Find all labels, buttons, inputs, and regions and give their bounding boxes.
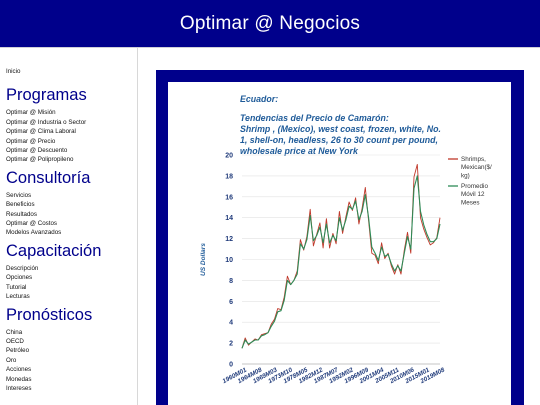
series-line-2 bbox=[241, 175, 441, 349]
y-tick-label: 14 bbox=[225, 215, 233, 222]
nav-link-tutorial[interactable]: Tutorial bbox=[6, 283, 27, 291]
y-tick-label: 4 bbox=[229, 320, 233, 327]
section-heading-capacitacion: Capacitación bbox=[6, 241, 102, 260]
nav-link-beneficios[interactable]: Beneficios bbox=[6, 201, 35, 209]
nav-link-costos[interactable]: Optimar @ Costos bbox=[6, 220, 57, 228]
nav-link-resultados[interactable]: Resultados bbox=[6, 210, 37, 218]
y-tick-label: 12 bbox=[225, 236, 233, 243]
legend-label-1: Mexican($/ bbox=[461, 164, 492, 171]
legend-label-2: Promedio bbox=[461, 183, 488, 190]
header-divider bbox=[0, 47, 540, 48]
chart-panel: Ecuador: Tendencias del Precio de Camaró… bbox=[168, 82, 511, 405]
nav-link-petroleo[interactable]: Petróleo bbox=[6, 347, 30, 355]
chart-title-line-4: wholesale price at New York bbox=[240, 146, 358, 156]
y-tick-label: 20 bbox=[225, 153, 233, 160]
nav-link-descuento[interactable]: Optimar @ Descuento bbox=[6, 147, 68, 155]
nav-link-china[interactable]: China bbox=[6, 328, 23, 336]
y-tick-label: 10 bbox=[225, 257, 233, 264]
section-heading-programas: Programas bbox=[6, 86, 87, 105]
nav-link-descripcion[interactable]: Descripción bbox=[6, 264, 39, 272]
site-title[interactable]: Optimar @ Negocios bbox=[179, 12, 361, 34]
legend-label-2: Móvil 12 bbox=[461, 191, 485, 198]
nav-link-clima-laboral[interactable]: Optimar @ Clima Laboral bbox=[6, 128, 76, 136]
nav-link-oecd[interactable]: OECD bbox=[6, 337, 24, 345]
legend-label-1: Shrimps, bbox=[461, 156, 486, 163]
legend-label-1: kg) bbox=[461, 172, 470, 179]
y-tick-label: 18 bbox=[225, 173, 233, 180]
nav-link-mision[interactable]: Optimar @ Misión bbox=[6, 109, 56, 117]
nav-link-monedas[interactable]: Monedas bbox=[6, 375, 32, 383]
chart-title-line-3: 1, shell-on, headless, 26 to 30 count pe… bbox=[240, 135, 438, 145]
y-tick-label: 8 bbox=[229, 278, 233, 285]
site-header: Optimar @ Negocios bbox=[0, 0, 540, 47]
nav-link-lecturas[interactable]: Lecturas bbox=[6, 293, 30, 301]
nav-link-industria[interactable]: Optimar @ Industria o Sector bbox=[6, 118, 87, 126]
y-tick-label: 16 bbox=[225, 194, 233, 201]
nav-link-inicio[interactable]: Inicio bbox=[6, 68, 21, 75]
section-heading-consultoria: Consultoría bbox=[6, 168, 91, 187]
nav-link-precio[interactable]: Optimar @ Precio bbox=[6, 137, 56, 145]
sidebar-nav: Inicio Programas Optimar @ Misión Optima… bbox=[0, 48, 138, 405]
nav-link-oro[interactable]: Oro bbox=[6, 356, 17, 364]
y-tick-label: 2 bbox=[229, 341, 233, 348]
nav-link-intereses[interactable]: Intereses bbox=[6, 384, 32, 392]
y-tick-label: 0 bbox=[229, 362, 233, 369]
chart-title-country: Ecuador: bbox=[240, 94, 279, 104]
chart-title-line-2: Shrimp , (Mexico), west coast, frozen, w… bbox=[240, 124, 441, 134]
chart-frame: Ecuador: Tendencias del Precio de Camaró… bbox=[156, 70, 524, 405]
section-heading-pronosticos: Pronósticos bbox=[6, 305, 93, 324]
nav-link-modelos-avanzados[interactable]: Modelos Avanzados bbox=[6, 229, 62, 237]
legend-label-2: Meses bbox=[461, 199, 480, 206]
nav-link-servicios[interactable]: Servicios bbox=[6, 191, 32, 199]
chart-title-line-1: Tendencias del Precio de Camarón: bbox=[240, 113, 389, 123]
y-tick-label: 6 bbox=[229, 299, 233, 306]
series-line-1 bbox=[241, 163, 441, 349]
nav-link-opciones[interactable]: Opciones bbox=[6, 274, 33, 282]
nav-link-polipropileno[interactable]: Optimar @ Polipropileno bbox=[6, 156, 74, 164]
y-axis-label: US Dollars bbox=[200, 243, 207, 276]
nav-link-acciones[interactable]: Acciones bbox=[6, 366, 32, 374]
